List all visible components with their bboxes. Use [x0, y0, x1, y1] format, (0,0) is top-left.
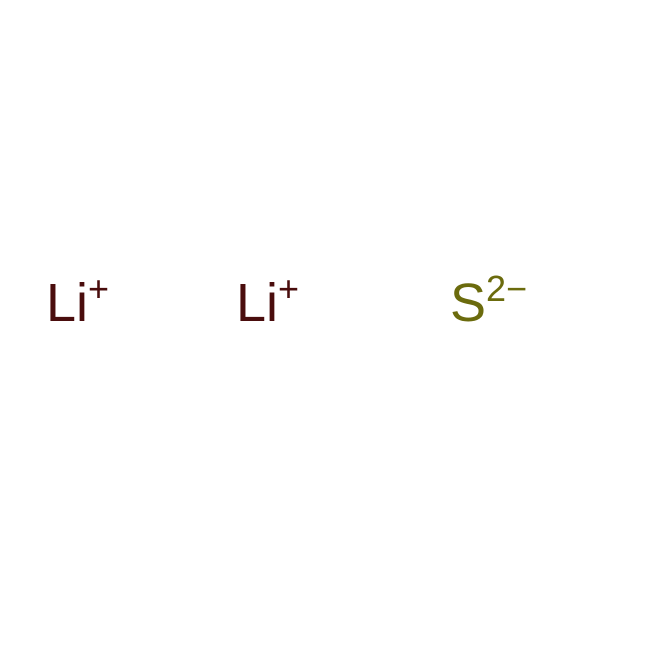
ion-charge: + — [88, 268, 109, 310]
lithium-cation-2: Li+ — [236, 272, 299, 334]
chemical-formula-diagram: Li+ Li+ S2− — [0, 0, 650, 650]
element-symbol: S — [450, 272, 486, 334]
ion-charge: 2− — [486, 268, 527, 310]
lithium-cation-1: Li+ — [46, 272, 109, 334]
element-symbol: Li — [236, 272, 278, 334]
sulfide-anion: S2− — [450, 272, 527, 334]
ion-charge: + — [278, 268, 299, 310]
element-symbol: Li — [46, 272, 88, 334]
